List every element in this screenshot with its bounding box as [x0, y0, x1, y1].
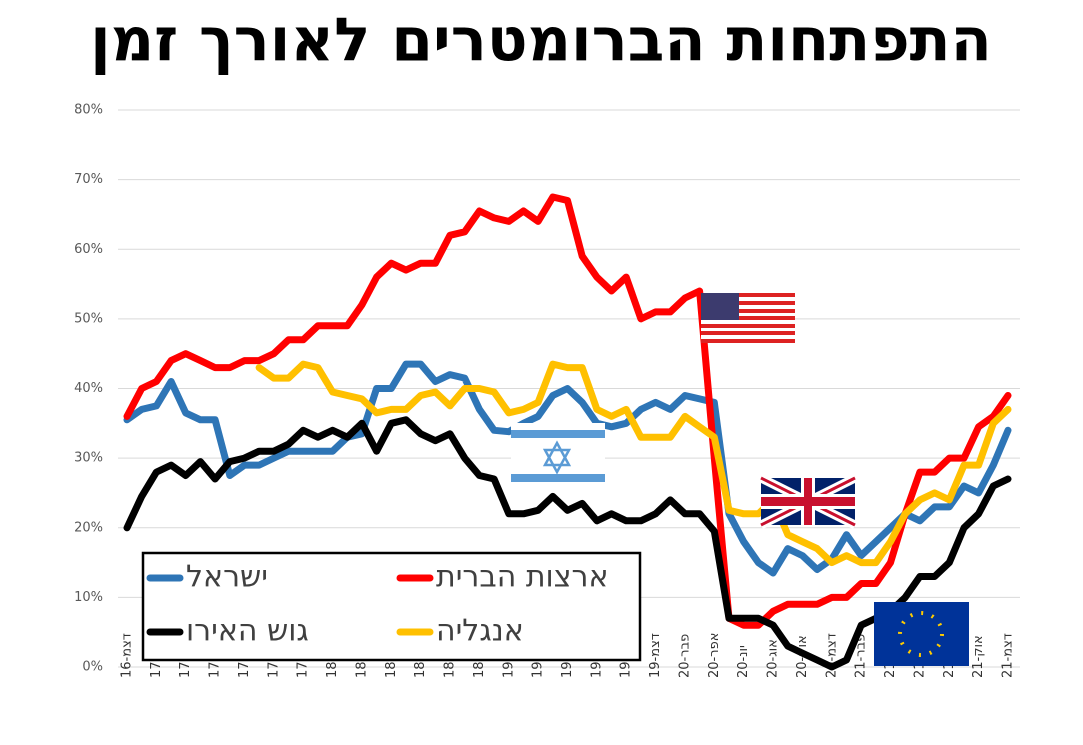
y-tick-label: 70% [74, 172, 103, 187]
series-line [123, 416, 1012, 671]
x-tick-label: דצמ-16 [120, 633, 135, 678]
x-tick-label: פבר-21 [854, 634, 869, 678]
x-tick-label: דצמ-20 [824, 633, 839, 678]
series-line [255, 360, 1012, 567]
y-tick-label: 30% [74, 451, 103, 466]
y-tick-label: 40% [74, 381, 103, 396]
legend-label: אנגליה [436, 614, 524, 649]
legend-label: ארצות הברית [436, 560, 609, 595]
x-tick-label: אפר-20 [707, 633, 722, 678]
lines [123, 193, 1012, 671]
x-tick-label: אוג-20 [766, 639, 781, 678]
y-tick-label: 10% [74, 590, 103, 605]
x-tick-label: דצמ-19 [648, 633, 663, 678]
eu-flag [874, 602, 969, 666]
x-tick-label: פבר-20 [677, 634, 692, 678]
legend-label: גוש האירו [186, 614, 309, 649]
us-flag [701, 293, 795, 343]
series-line [123, 360, 1012, 577]
x-tick-label: דצמ-21 [1001, 633, 1016, 678]
y-tick-label: 80% [74, 103, 103, 118]
legend-box [141, 551, 642, 662]
chart-title: התפתחות הברומטרים לאורך זמן [90, 6, 992, 76]
uk-flag [758, 473, 858, 530]
legend: ישראל ארצות הברית גוש האירו אנגליה [146, 560, 609, 649]
y-tick-label: 50% [74, 311, 103, 326]
x-tick-label: יונ-20 [736, 645, 751, 678]
y-tick-label: 60% [74, 242, 103, 257]
x-tick-label: אוק-21 [971, 635, 986, 678]
y-tick-label: 0% [82, 660, 103, 675]
y-tick-label: 20% [74, 520, 103, 535]
israel-flag [511, 423, 605, 487]
legend-label: ישראל [186, 560, 268, 595]
series-line [123, 193, 1012, 629]
